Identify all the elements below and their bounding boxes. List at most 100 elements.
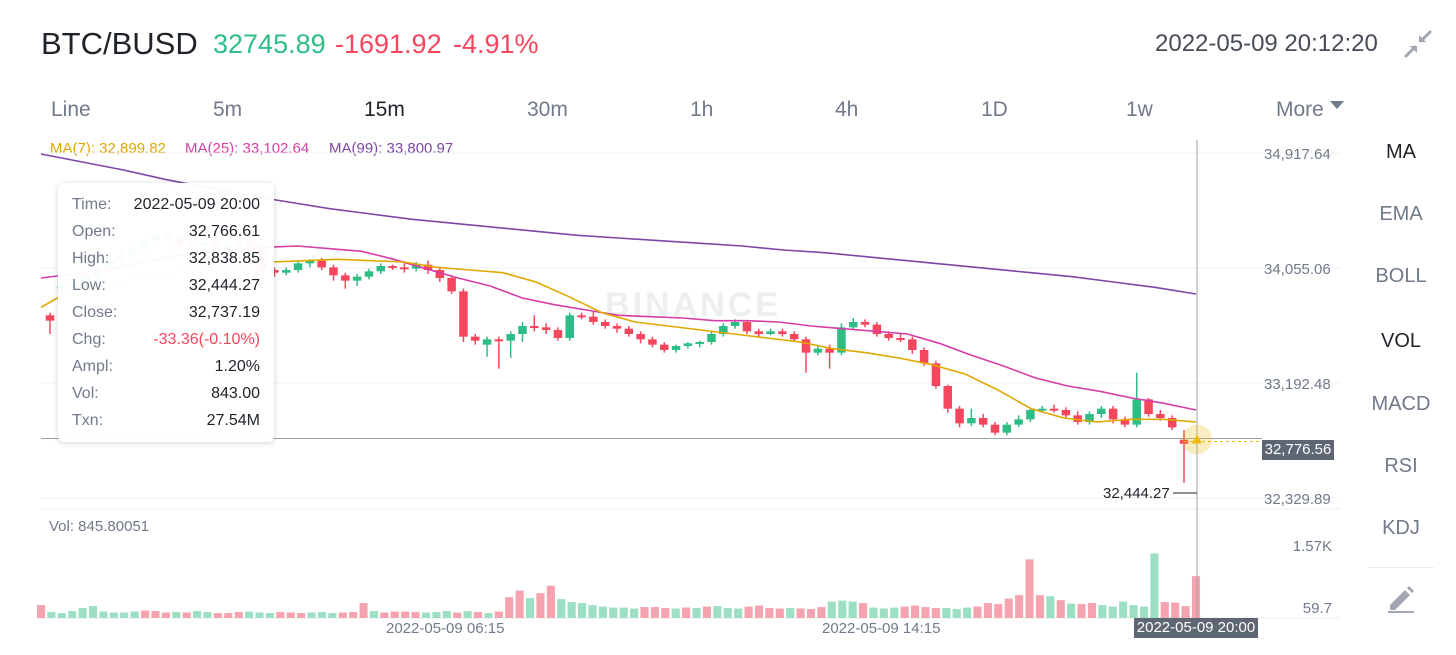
candle-body [778, 331, 787, 335]
candle-body [435, 270, 445, 279]
volume-bar [328, 613, 337, 618]
volume-bar [57, 613, 66, 618]
candle-body [388, 266, 397, 269]
candle-body [1085, 413, 1094, 422]
volume-bar [858, 603, 868, 618]
candle-body [305, 260, 315, 264]
indicator-rsi[interactable]: RSI [1384, 455, 1418, 477]
candle-body [1026, 409, 1035, 420]
candle-body [671, 346, 681, 350]
interval-tab-15m[interactable]: 15m [364, 98, 405, 121]
volume-bar [224, 613, 233, 618]
candle-body [659, 344, 669, 350]
interval-tab-line[interactable]: Line [51, 98, 91, 121]
volume-bar [994, 604, 1003, 618]
interval-tab-5m[interactable]: 5m [213, 98, 243, 121]
candle-body [376, 266, 386, 272]
candle-body [1014, 419, 1023, 425]
candle-body [955, 408, 964, 424]
volume-bar [952, 609, 961, 618]
volume-bar [578, 603, 587, 618]
volume-bar [78, 608, 87, 618]
volume-bar [921, 607, 930, 618]
volume-bar [890, 607, 899, 618]
price-change-percent: -4.91% [453, 29, 539, 59]
candle-body [317, 260, 326, 268]
volume-bar [557, 599, 566, 618]
tooltip-label: Chg: [72, 331, 106, 348]
indicator-kdj[interactable]: KDJ [1382, 517, 1420, 539]
volume-bar [630, 608, 639, 618]
more-intervals-button[interactable]: More [1276, 98, 1324, 121]
volume-bar [140, 610, 150, 618]
candle-body [1108, 408, 1118, 420]
tooltip-value: 32,737.19 [188, 304, 260, 321]
interval-tab-1d[interactable]: 1D [981, 98, 1008, 121]
candle-body [470, 336, 480, 341]
tooltip-row-open: Open: 32,766.61 [72, 223, 260, 250]
volume-bar [1015, 595, 1024, 618]
volume-bar [536, 593, 545, 618]
volume-bar [692, 608, 701, 618]
candle-body [896, 338, 905, 341]
volume-bar [806, 609, 816, 618]
interval-tab-4h[interactable]: 4h [835, 98, 859, 121]
volume-bar [307, 612, 316, 618]
volume-bar [744, 606, 753, 618]
interval-tab-1h[interactable]: 1h [690, 98, 714, 121]
volume-bar [702, 606, 712, 618]
volume-bar [817, 607, 826, 618]
candle-body [1073, 415, 1082, 422]
candle-body [730, 322, 740, 327]
tooltip-label: Vol: [72, 385, 99, 402]
candle-body [364, 271, 374, 277]
volume-bar [567, 602, 576, 618]
indicator-ema[interactable]: EMA [1379, 203, 1423, 225]
candle-body [695, 342, 704, 345]
tooltip-value: 27.54M [206, 412, 260, 429]
volume-bar [1087, 603, 1097, 618]
candle-body [1156, 413, 1165, 418]
pencil-draw-icon[interactable] [1386, 583, 1416, 613]
volume-bar [109, 612, 118, 618]
volume-bar [1191, 576, 1201, 618]
indicator-macd[interactable]: MACD [1371, 393, 1431, 415]
candle-body [565, 315, 575, 339]
candle-body [919, 349, 929, 364]
interval-tab-1w[interactable]: 1w [1126, 98, 1153, 121]
volume-bar [609, 607, 618, 618]
collapse-arrows-icon[interactable] [1402, 28, 1434, 60]
indicator-boll[interactable]: BOLL [1375, 265, 1427, 287]
volume-bar [349, 612, 358, 618]
volume-bar [827, 601, 836, 618]
candle-body [754, 331, 764, 335]
volume-bar [1067, 603, 1076, 618]
price-change: -1691.92 [335, 29, 442, 59]
candle-body [872, 324, 882, 335]
candle-body [577, 315, 586, 318]
candle-body [494, 339, 504, 342]
candle-body [506, 334, 515, 341]
volume-bar [796, 608, 805, 618]
volume-bar [942, 608, 951, 618]
volume-tick-label: 1.57K [1292, 538, 1332, 555]
candle-body [1144, 399, 1153, 414]
volume-bar [671, 608, 680, 618]
volume-bar [1046, 596, 1055, 618]
caret-down-icon[interactable] [1330, 101, 1344, 109]
volume-bar [421, 612, 431, 618]
candle-body [341, 275, 350, 281]
tooltip-label: Txn: [72, 412, 104, 429]
indicator-vol[interactable]: VOL [1380, 330, 1422, 352]
crosshair-price-label: 32,776.56 [1262, 440, 1334, 460]
x-tick-label: 2022-05-09 06:15 [386, 620, 505, 637]
volume-bar [1119, 601, 1128, 618]
candle-body [352, 276, 362, 281]
volume-bar [900, 606, 909, 618]
indicator-ma[interactable]: MA [1386, 141, 1416, 163]
interval-tab-30m[interactable]: 30m [527, 98, 568, 121]
candle-body [719, 326, 728, 335]
candle-body [648, 339, 657, 345]
tooltip-label: Ampl: [72, 358, 113, 375]
